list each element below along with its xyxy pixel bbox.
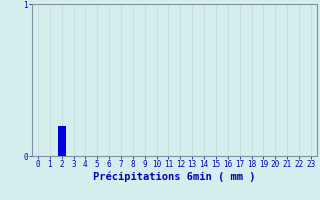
Bar [58,126,66,156]
X-axis label: Précipitations 6min ( mm ): Précipitations 6min ( mm ) [93,172,256,182]
